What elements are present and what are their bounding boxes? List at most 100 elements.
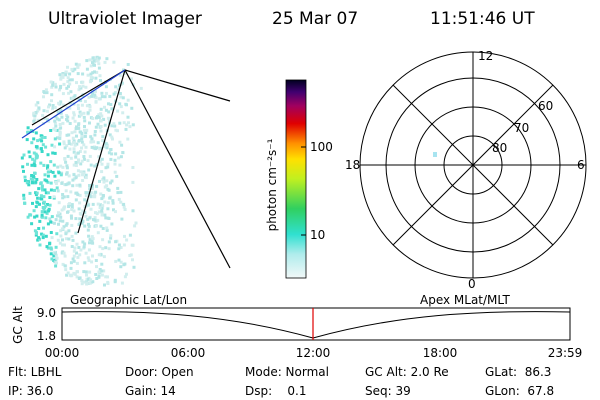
uv-speck bbox=[49, 188, 53, 192]
uv-speck bbox=[112, 122, 116, 126]
uv-speck bbox=[118, 92, 122, 95]
uv-speck bbox=[32, 137, 36, 141]
uv-speck bbox=[107, 240, 111, 244]
uv-speck bbox=[93, 59, 96, 63]
uv-speck bbox=[80, 146, 83, 150]
uv-speck bbox=[80, 132, 84, 135]
view-lines bbox=[31, 69, 231, 269]
uv-speck bbox=[74, 191, 78, 195]
uv-speck bbox=[102, 180, 106, 184]
uv-speck bbox=[77, 88, 81, 92]
uv-speck bbox=[54, 182, 58, 185]
uv-speck bbox=[51, 170, 55, 174]
mlt-label: 6 bbox=[577, 158, 585, 172]
uv-speck bbox=[70, 208, 74, 211]
uv-speck bbox=[26, 130, 30, 134]
uv-speck bbox=[33, 229, 37, 233]
plot-right-title: Apex MLat/MLT bbox=[420, 293, 510, 307]
uv-speck bbox=[100, 197, 104, 201]
uv-speck bbox=[123, 208, 127, 211]
uv-speck bbox=[34, 191, 38, 195]
mlt-label: 18 bbox=[345, 158, 360, 172]
uv-speck bbox=[116, 186, 120, 190]
fov-line bbox=[77, 69, 126, 234]
uv-speck bbox=[43, 210, 47, 214]
uv-speck bbox=[84, 145, 88, 149]
uv-speck bbox=[69, 190, 73, 194]
uv-speck bbox=[117, 258, 121, 262]
uv-speck bbox=[59, 215, 63, 219]
uv-speck bbox=[81, 80, 85, 84]
uv-speck bbox=[63, 146, 67, 150]
uv-speck bbox=[40, 210, 44, 214]
uv-speck bbox=[34, 180, 38, 184]
uv-speck bbox=[35, 191, 39, 195]
uv-speck bbox=[37, 106, 41, 110]
uv-speck bbox=[31, 157, 35, 161]
uv-speck bbox=[59, 126, 63, 130]
uv-speck bbox=[93, 216, 97, 220]
uv-speck bbox=[87, 277, 91, 281]
uv-speck bbox=[80, 103, 84, 107]
uv-speck bbox=[77, 173, 81, 177]
uv-speck bbox=[73, 143, 77, 147]
uv-speck bbox=[52, 254, 56, 258]
uv-speck bbox=[47, 105, 50, 109]
uv-speck bbox=[68, 106, 72, 110]
uv-speck bbox=[57, 101, 61, 105]
uv-speck bbox=[69, 90, 73, 94]
uv-speck bbox=[98, 206, 102, 210]
uv-speck bbox=[126, 63, 130, 66]
uv-speck bbox=[94, 190, 98, 194]
uv-speck bbox=[63, 254, 67, 258]
uv-speck bbox=[57, 118, 61, 122]
uv-speck bbox=[108, 196, 112, 200]
uv-speck bbox=[86, 111, 90, 115]
uv-speck bbox=[83, 99, 87, 103]
uv-speck bbox=[75, 183, 79, 187]
uv-speck bbox=[79, 99, 83, 103]
uv-speck bbox=[106, 187, 110, 191]
uv-speck bbox=[130, 106, 134, 110]
uv-speck bbox=[122, 202, 126, 206]
uv-speck bbox=[53, 252, 57, 256]
uv-speck bbox=[34, 103, 38, 107]
uv-speck bbox=[65, 86, 69, 90]
uv-speck bbox=[74, 231, 78, 235]
uv-speck bbox=[50, 143, 54, 147]
status-field: GLon: 67.8 bbox=[485, 384, 554, 398]
uv-speck bbox=[56, 136, 59, 140]
uv-speck bbox=[74, 152, 78, 156]
uv-speck bbox=[109, 234, 113, 238]
uv-speck bbox=[119, 260, 123, 264]
uv-speck bbox=[56, 117, 59, 121]
colorbar bbox=[285, 79, 307, 279]
uv-speck bbox=[53, 119, 57, 123]
uv-speck bbox=[89, 195, 93, 199]
uv-speck bbox=[128, 125, 132, 129]
uv-speck bbox=[119, 155, 123, 159]
uv-speck bbox=[93, 130, 97, 133]
uv-speck bbox=[113, 170, 117, 174]
uv-speck bbox=[88, 187, 92, 191]
uv-speck bbox=[78, 183, 82, 187]
uv-speck bbox=[81, 173, 84, 177]
uv-speck bbox=[81, 84, 85, 88]
uv-speck bbox=[83, 198, 87, 202]
uv-speck bbox=[75, 275, 79, 279]
uv-speck bbox=[106, 116, 110, 120]
uv-speck bbox=[122, 205, 126, 209]
uv-speck bbox=[40, 215, 44, 219]
uv-speck bbox=[93, 133, 97, 137]
uv-speck bbox=[130, 77, 133, 81]
uv-speck bbox=[58, 142, 62, 146]
uv-speck bbox=[56, 189, 60, 193]
uv-speck bbox=[113, 158, 117, 162]
uv-speck bbox=[98, 159, 101, 163]
uv-speck bbox=[31, 181, 34, 185]
uv-speck bbox=[110, 152, 114, 156]
uv-speck bbox=[82, 245, 86, 249]
uv-speck bbox=[70, 131, 74, 135]
uv-speck bbox=[82, 157, 86, 161]
uv-speck bbox=[89, 140, 93, 144]
